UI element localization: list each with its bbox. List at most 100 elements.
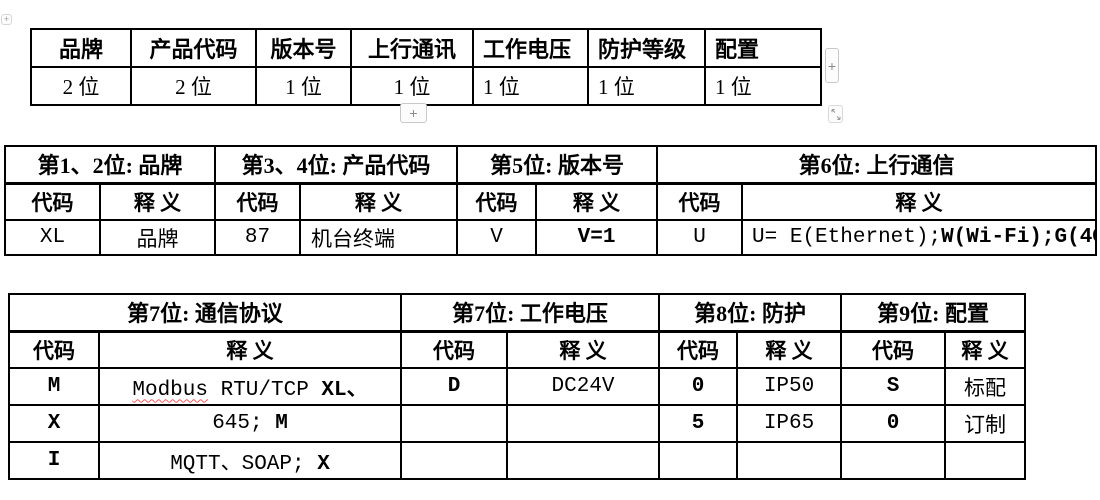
section-cell-config[interactable]: 第9位: 配置 — [840, 293, 1027, 333]
section-cell-product-code[interactable]: 第3、4位: 产品代码 — [214, 145, 459, 185]
value-cell-voltage[interactable]: 1 位 — [472, 66, 589, 106]
cell-config-code[interactable]: S — [840, 367, 947, 406]
value-cell-version[interactable]: 1 位 — [255, 66, 352, 106]
code-table-positions-7-9: 第7位: 通信协议 第7位: 工作电压 第8位: 防护 第9位: 配置 代码 释… — [7, 293, 1027, 480]
section-header-row: 第1、2位: 品牌 第3、4位: 产品代码 第5位: 版本号 第6位: 上行通信 — [3, 145, 1098, 185]
value-cell-brand[interactable]: 2 位 — [30, 66, 132, 106]
cell-config-desc[interactable]: 订制 — [944, 404, 1027, 443]
cell-product-desc[interactable]: 机台终端 — [299, 219, 459, 256]
section-cell-uplink[interactable]: 第6位: 上行通信 — [656, 145, 1098, 185]
col-header-meaning[interactable]: 释 义 — [97, 330, 403, 369]
summary-value-row: 2 位 2 位 1 位 1 位 1 位 1 位 1 位 — [30, 66, 822, 106]
cell-voltage-desc[interactable]: DC24V — [506, 367, 661, 406]
cell-protection-desc[interactable]: IP50 — [736, 367, 843, 406]
col-header-code[interactable]: 代码 — [400, 330, 509, 369]
cell-uplink-desc[interactable]: U= E(Ethernet);W(Wi-Fi);G(4G ) — [741, 219, 1098, 256]
cell-protection-code[interactable] — [658, 441, 739, 480]
cell-voltage-code[interactable] — [400, 404, 509, 443]
protocol-desc-bold-text: X — [317, 452, 330, 476]
col-header-meaning[interactable]: 释 义 — [736, 330, 843, 369]
cell-voltage-desc[interactable] — [506, 441, 661, 480]
value-cell-product-code[interactable]: 2 位 — [130, 66, 257, 106]
section-header-row: 第7位: 通信协议 第7位: 工作电压 第8位: 防护 第9位: 配置 — [7, 293, 1027, 333]
cell-protocol-code[interactable]: X — [8, 404, 100, 443]
section-cell-voltage[interactable]: 第7位: 工作电压 — [400, 293, 661, 333]
cell-product-code[interactable]: 87 — [214, 219, 302, 256]
value-cell-config[interactable]: 1 位 — [704, 66, 822, 106]
uplink-desc-text: U= E(Ethernet); — [752, 226, 942, 249]
column-header-row: 代码 释 义 代码 释 义 代码 释 义 代码 释 义 — [4, 182, 1098, 221]
digit-summary-table: 品牌 产品代码 版本号 上行通讯 工作电压 防护等级 配置 2 位 2 位 1 … — [30, 28, 822, 106]
col-header-meaning[interactable]: 释 义 — [944, 330, 1027, 369]
col-header-code[interactable]: 代码 — [214, 182, 302, 221]
cell-voltage-code[interactable]: D — [400, 367, 509, 406]
summary-header-row: 品牌 产品代码 版本号 上行通讯 工作电压 防护等级 配置 — [30, 28, 822, 68]
plus-icon: + — [827, 57, 837, 74]
cell-version-desc[interactable]: V=1 — [535, 219, 659, 256]
cell-version-code[interactable]: V — [456, 219, 538, 256]
code-data-row: XL 品牌 87 机台终端 V V=1 U U= E(Ethernet);W(W… — [4, 219, 1098, 256]
misspelled-word: Modbus — [132, 378, 208, 402]
col-header-meaning[interactable]: 释 义 — [741, 182, 1098, 221]
value-cell-protection[interactable]: 1 位 — [587, 66, 706, 106]
section-cell-protection[interactable]: 第8位: 防护 — [658, 293, 843, 333]
cell-voltage-desc[interactable] — [506, 404, 661, 443]
header-cell-product-code[interactable]: 产品代码 — [130, 28, 257, 68]
header-cell-version[interactable]: 版本号 — [255, 28, 352, 68]
header-cell-protection[interactable]: 防护等级 — [587, 28, 706, 68]
cell-config-desc[interactable]: 标配 — [944, 367, 1027, 406]
cell-protection-code[interactable]: 0 — [658, 367, 739, 406]
protocol-desc-text: 645; — [212, 412, 276, 435]
col-header-meaning[interactable]: 释 义 — [535, 182, 659, 221]
protocol-desc-bold-text: M — [275, 412, 288, 435]
col-header-code[interactable]: 代码 — [658, 330, 739, 369]
col-header-code[interactable]: 代码 — [656, 182, 744, 221]
insert-column-button[interactable]: + — [825, 48, 839, 83]
protocol-desc-text: MQTT、SOAP; — [170, 452, 318, 476]
col-header-code[interactable]: 代码 — [4, 182, 101, 221]
table-resize-handle[interactable] — [828, 105, 843, 123]
cell-brand-desc[interactable]: 品牌 — [98, 219, 217, 256]
insert-row-button[interactable]: + — [400, 103, 427, 123]
protocol-desc-bold-text: XL、 — [321, 378, 368, 402]
protocol-desc-text: RTU/TCP — [208, 378, 322, 402]
code-data-row: M Modbus RTU/TCP XL、 D DC24V 0 IP50 S 标配 — [8, 367, 1027, 406]
cell-protocol-desc[interactable]: 645; M — [97, 404, 403, 443]
code-data-row: I MQTT、SOAP; X — [8, 441, 1027, 480]
cell-protocol-code[interactable]: M — [8, 367, 100, 406]
cell-protocol-desc[interactable]: MQTT、SOAP; X — [97, 441, 403, 480]
col-header-meaning[interactable]: 释 义 — [98, 182, 217, 221]
cell-protocol-desc[interactable]: Modbus RTU/TCP XL、 — [97, 367, 403, 406]
cell-protection-desc[interactable] — [736, 441, 843, 480]
cell-voltage-code[interactable] — [400, 441, 509, 480]
plus-icon: + — [409, 105, 418, 121]
cell-uplink-code[interactable]: U — [656, 219, 744, 256]
col-header-meaning[interactable]: 释 义 — [299, 182, 459, 221]
column-header-row: 代码 释 义 代码 释 义 代码 释 义 代码 释 义 — [8, 330, 1027, 369]
plus-icon: + — [3, 14, 10, 24]
header-cell-voltage[interactable]: 工作电压 — [472, 28, 589, 68]
col-header-code[interactable]: 代码 — [8, 330, 100, 369]
uplink-desc-bold-text: W(Wi-Fi);G(4G ) — [941, 226, 1097, 249]
col-header-code[interactable]: 代码 — [456, 182, 538, 221]
col-header-code[interactable]: 代码 — [840, 330, 947, 369]
header-cell-config[interactable]: 配置 — [704, 28, 822, 68]
diagonal-resize-icon — [831, 108, 840, 120]
section-cell-brand[interactable]: 第1、2位: 品牌 — [3, 145, 217, 185]
cell-config-code[interactable]: 0 — [840, 404, 947, 443]
value-cell-uplink[interactable]: 1 位 — [350, 66, 474, 106]
cell-protection-desc[interactable]: IP65 — [736, 404, 843, 443]
header-cell-brand[interactable]: 品牌 — [30, 28, 132, 68]
section-cell-version[interactable]: 第5位: 版本号 — [456, 145, 659, 185]
cell-brand-code[interactable]: XL — [4, 219, 101, 256]
section-cell-protocol[interactable]: 第7位: 通信协议 — [7, 293, 403, 333]
cell-protection-code[interactable]: 5 — [658, 404, 739, 443]
header-cell-uplink[interactable]: 上行通讯 — [350, 28, 474, 68]
cell-config-code[interactable] — [840, 441, 947, 480]
table-move-handle[interactable]: + — [1, 14, 12, 25]
cell-config-desc[interactable] — [944, 441, 1027, 480]
code-data-row: X 645; M 5 IP65 0 订制 — [8, 404, 1027, 443]
cell-protocol-code[interactable]: I — [8, 441, 100, 480]
col-header-meaning[interactable]: 释 义 — [506, 330, 661, 369]
